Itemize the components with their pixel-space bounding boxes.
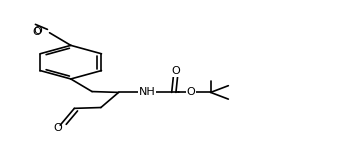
Text: O: O xyxy=(33,27,41,37)
Text: O: O xyxy=(171,66,180,76)
Text: O: O xyxy=(187,87,195,97)
Text: O: O xyxy=(33,26,42,36)
Text: O: O xyxy=(53,123,62,133)
Text: NH: NH xyxy=(138,87,155,97)
